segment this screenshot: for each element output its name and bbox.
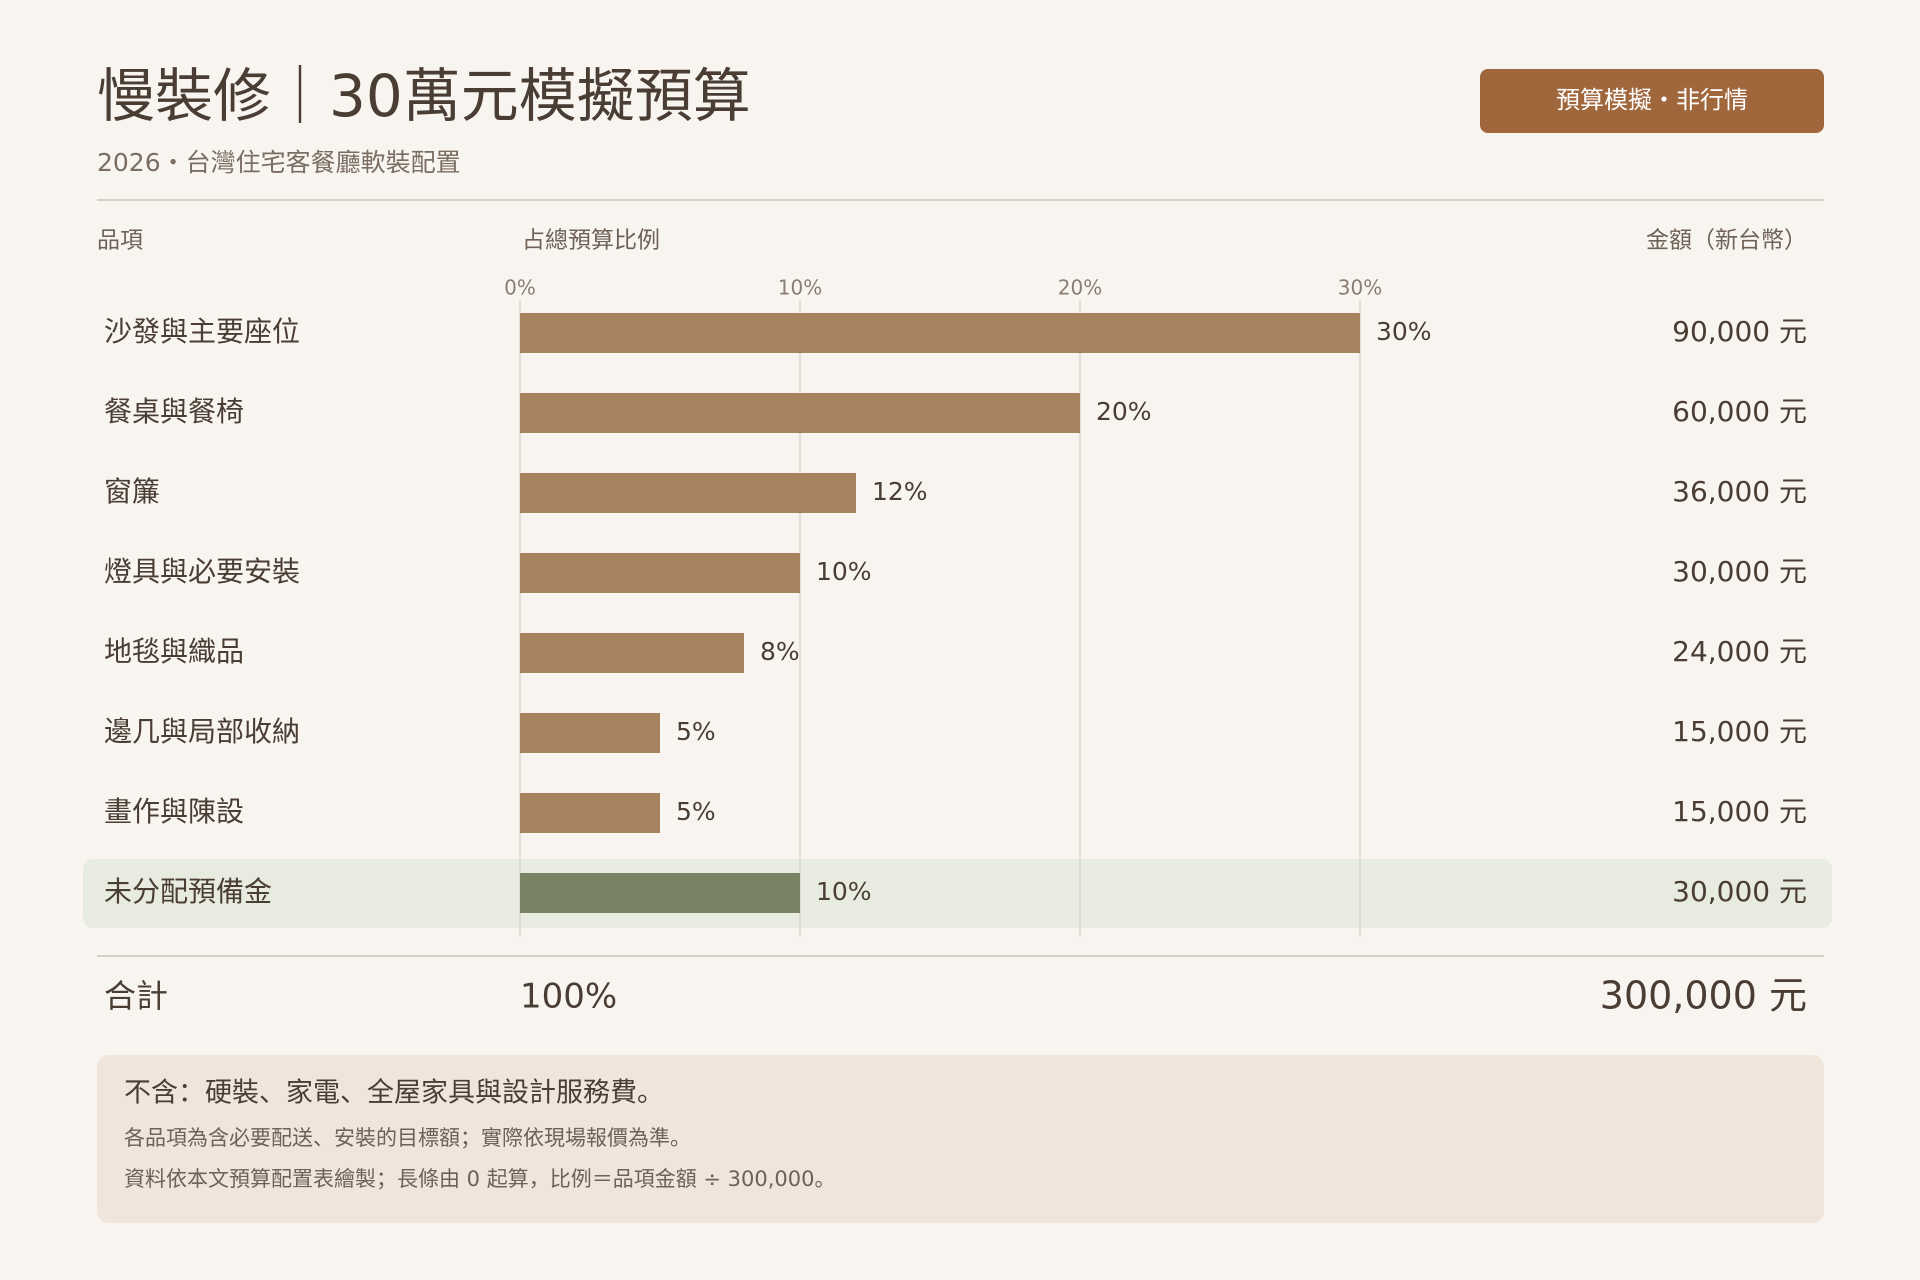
chart-title: 慢裝修｜30萬元模擬預算 <box>97 62 751 130</box>
total-label: 合計 <box>104 977 168 1015</box>
subtitle: 2026・台灣住宅客餐廳軟裝配置 <box>97 148 461 177</box>
value-label: 5% <box>676 797 716 826</box>
bar <box>520 473 856 513</box>
note: 不含：硬裝、家電、全屋家具與設計服務費。 <box>124 1078 664 1109</box>
row-highlight <box>83 859 1832 928</box>
amount-label: 36,000 元 <box>1672 475 1807 508</box>
x-tick-label: 20% <box>1058 276 1102 300</box>
bar <box>520 873 800 913</box>
amount-label: 15,000 元 <box>1672 715 1807 748</box>
amount-label: 30,000 元 <box>1672 875 1807 908</box>
badge-bg <box>1480 69 1824 133</box>
amount-label: 15,000 元 <box>1672 795 1807 828</box>
category-label: 未分配預備金 <box>104 875 272 908</box>
bar <box>520 713 660 753</box>
value-label: 8% <box>760 637 800 666</box>
column-header: 品項 <box>97 228 143 254</box>
category-label: 餐桌與餐椅 <box>104 395 244 428</box>
value-label: 12% <box>872 477 928 506</box>
bar <box>520 393 1080 433</box>
bar <box>520 313 1360 353</box>
value-label: 20% <box>1096 397 1152 426</box>
bar <box>520 553 800 593</box>
column-header: 占總預算比例 <box>522 228 660 254</box>
category-label: 燈具與必要安裝 <box>104 555 300 588</box>
value-label: 10% <box>816 877 872 906</box>
value-label: 10% <box>816 557 872 586</box>
x-tick-label: 0% <box>504 276 536 300</box>
note-box <box>97 1055 1824 1223</box>
total-percent: 100% <box>520 977 617 1017</box>
value-label: 5% <box>676 717 716 746</box>
category-label: 畫作與陳設 <box>104 795 244 828</box>
amount-label: 90,000 元 <box>1672 315 1807 348</box>
bar <box>520 793 660 833</box>
value-label: 30% <box>1376 317 1432 346</box>
category-label: 地毯與織品 <box>104 635 244 668</box>
column-header: 金額（新台幣） <box>1646 228 1807 254</box>
amount-label: 24,000 元 <box>1672 635 1807 668</box>
category-label: 沙發與主要座位 <box>104 315 300 348</box>
total-amount: 300,000 元 <box>1600 974 1807 1018</box>
x-tick-label: 30% <box>1338 276 1382 300</box>
note: 各品項為含必要配送、安裝的目標額；實際依現場報價為準。 <box>124 1126 691 1150</box>
badge: 預算模擬・非行情 <box>1556 86 1748 114</box>
x-tick-label: 10% <box>778 276 822 300</box>
category-label: 邊几與局部收納 <box>104 715 300 748</box>
bar <box>520 633 744 673</box>
amount-label: 60,000 元 <box>1672 395 1807 428</box>
category-label: 窗簾 <box>104 475 160 508</box>
note: 資料依本文預算配置表繪製；長條由 0 起算，比例＝品項金額 ÷ 300,000。 <box>124 1167 836 1191</box>
amount-label: 30,000 元 <box>1672 555 1807 588</box>
